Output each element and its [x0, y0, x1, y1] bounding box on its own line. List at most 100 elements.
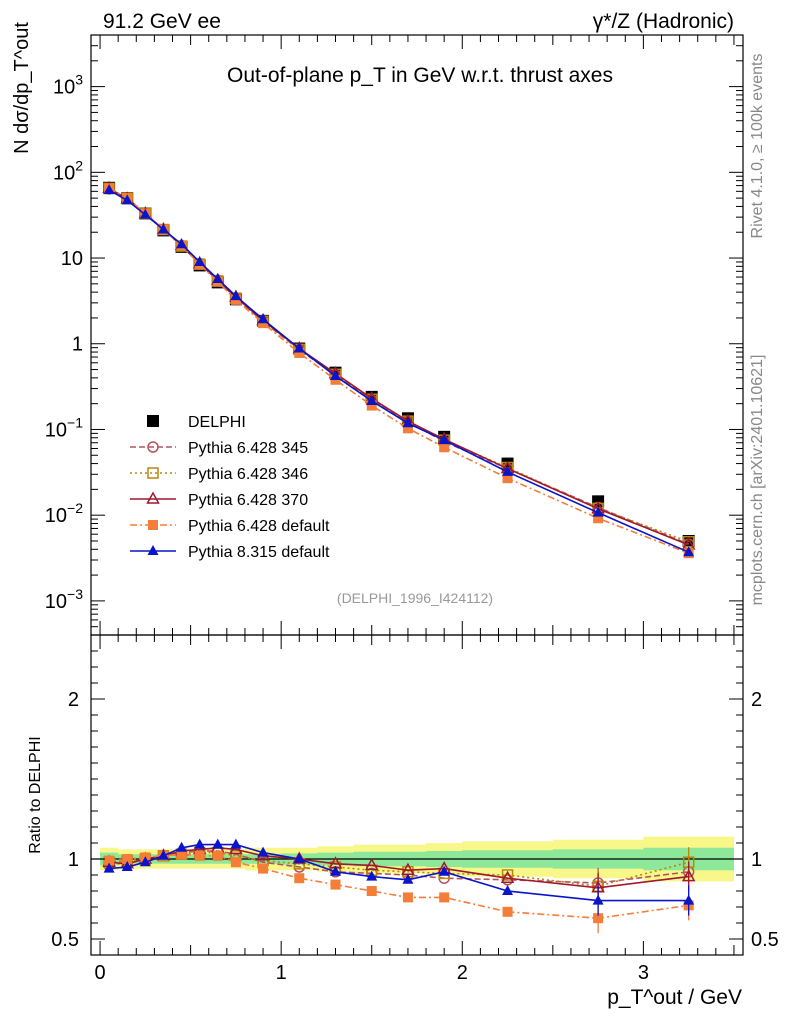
legend-marker — [147, 415, 159, 427]
ratio-point — [121, 861, 133, 871]
ratio-point — [364, 857, 379, 871]
ratio-point — [293, 853, 305, 863]
ratio-ytick-label: 0.5 — [51, 929, 79, 951]
xtick-label: 2 — [457, 962, 468, 984]
ratio-frame — [90, 634, 744, 956]
ratio-point — [502, 906, 513, 917]
analysis-tag: (DELPHI_1996_I424112) — [337, 590, 493, 606]
ratio-point — [257, 846, 269, 857]
ratio-ytick-label: 1 — [68, 849, 79, 871]
data-point — [230, 290, 242, 301]
ratio-panel: 0.5 0.5 1 1 2 2 0 1 2 3 Ratio to DELPHI p_T^out /… — [27, 634, 779, 1009]
main-title: Out-of-plane p_T in GeV w.r.t. thrust ax… — [227, 64, 613, 87]
legend: DELPHI Pythia 6.428 345 Pythia 6.428 346 Py… — [130, 414, 330, 561]
ratio-point — [176, 841, 188, 852]
legend-item: Pythia 6.428 346 — [130, 466, 308, 483]
ratio-point — [212, 850, 223, 861]
main-ytick-label: 10−2 — [45, 500, 83, 527]
legend-label: Pythia 6.428 346 — [188, 466, 308, 483]
data-point — [592, 506, 604, 517]
data-point — [176, 238, 188, 249]
ratio-point — [194, 850, 205, 861]
ratio-ytick-label-right: 1 — [751, 849, 762, 871]
ratio-point — [194, 838, 206, 849]
mcplots-label: mcplots.cern.ch [arXiv:2401.10621] — [749, 355, 766, 606]
ratio-point — [139, 856, 151, 867]
legend-label: Pythia 6.428 370 — [188, 492, 308, 509]
ratio-point — [366, 870, 378, 881]
ratio-point — [157, 849, 169, 860]
data-point — [330, 370, 341, 381]
legend-marker — [146, 491, 160, 504]
main-ylabel: N dσ/dp_T^out — [11, 22, 33, 154]
data-point — [402, 423, 413, 434]
data-point — [294, 347, 305, 358]
legend-label: Pythia 8.315 default — [188, 544, 330, 561]
ratio-point — [593, 913, 604, 924]
ratio-point — [502, 885, 514, 895]
ratio-series-pythia-8-315-default — [103, 838, 695, 916]
legend-label: Pythia 6.428 345 — [188, 440, 308, 457]
data-point — [212, 272, 224, 283]
data-point — [438, 434, 450, 445]
data-point — [683, 546, 695, 557]
ratio-point — [104, 855, 115, 866]
data-point — [257, 313, 269, 324]
legend-item: Pythia 6.428 default — [130, 518, 330, 535]
rivet-label: Rivet 4.1.0, ≥ 100k events — [749, 54, 766, 239]
legend-label: DELPHI — [188, 414, 246, 431]
data-point — [593, 513, 604, 524]
ratio-point — [592, 894, 604, 905]
series-pythia-8-315-default — [103, 184, 695, 557]
main-ytick-label: 10−1 — [45, 414, 83, 441]
header-left: 91.2 GeV ee — [103, 10, 221, 33]
ratio-point — [366, 886, 377, 896]
ratio-point — [683, 894, 695, 905]
ratio-line — [109, 851, 689, 888]
legend-item: Pythia 6.428 370 — [130, 491, 308, 509]
data-point — [502, 465, 514, 476]
data-point — [121, 194, 133, 205]
ratio-point — [122, 854, 133, 864]
ratio-ylabel: Ratio to DELPHI — [27, 736, 44, 853]
ratio-point — [681, 869, 696, 882]
legend-marker — [147, 467, 159, 479]
ratio-point — [330, 879, 341, 890]
ratio-series-pythia-6-428-default — [104, 849, 694, 934]
main-ytick-label: 10−3 — [45, 586, 83, 613]
ratio-ytick-label-right: 0.5 — [751, 929, 779, 951]
data-point — [157, 223, 169, 234]
data-point — [402, 417, 414, 428]
xtick-label: 1 — [276, 962, 287, 984]
main-ytick-label: 103 — [53, 72, 83, 99]
data-point — [439, 442, 450, 453]
x-axis-label: p_T^out / GeV — [607, 986, 742, 1009]
data-point — [366, 400, 377, 411]
legend-item: DELPHI — [147, 414, 246, 431]
ratio-ytick-label-right: 2 — [751, 689, 762, 711]
main-ytick-label: 1 — [72, 334, 83, 356]
series-line — [108, 187, 689, 543]
ratio-point — [258, 863, 269, 874]
ratio-point — [212, 838, 224, 849]
main-panel: 10−3 10−2 10−1 1 10 102 103 Out-of-plane p_T i… — [11, 22, 744, 636]
main-ytick-label: 102 — [53, 157, 83, 184]
header-right: γ*/Z (Hadronic) — [593, 10, 734, 33]
ratio-point — [176, 849, 187, 860]
ratio-point — [230, 838, 242, 849]
ratio-ytick-label: 2 — [68, 689, 79, 711]
ratio-point — [439, 892, 450, 903]
xtick-label: 3 — [638, 962, 649, 984]
xtick-label: 0 — [94, 962, 105, 984]
legend-label: Pythia 6.428 default — [188, 518, 330, 535]
data-point — [293, 342, 305, 353]
ratio-point — [501, 869, 514, 881]
main-ytick-label: 10 — [61, 248, 83, 270]
ratio-point — [294, 873, 305, 884]
data-point — [366, 394, 378, 405]
legend-marker — [147, 545, 159, 555]
ratio-point — [402, 892, 413, 903]
legend-marker — [148, 520, 158, 530]
ratio-point — [230, 857, 241, 868]
